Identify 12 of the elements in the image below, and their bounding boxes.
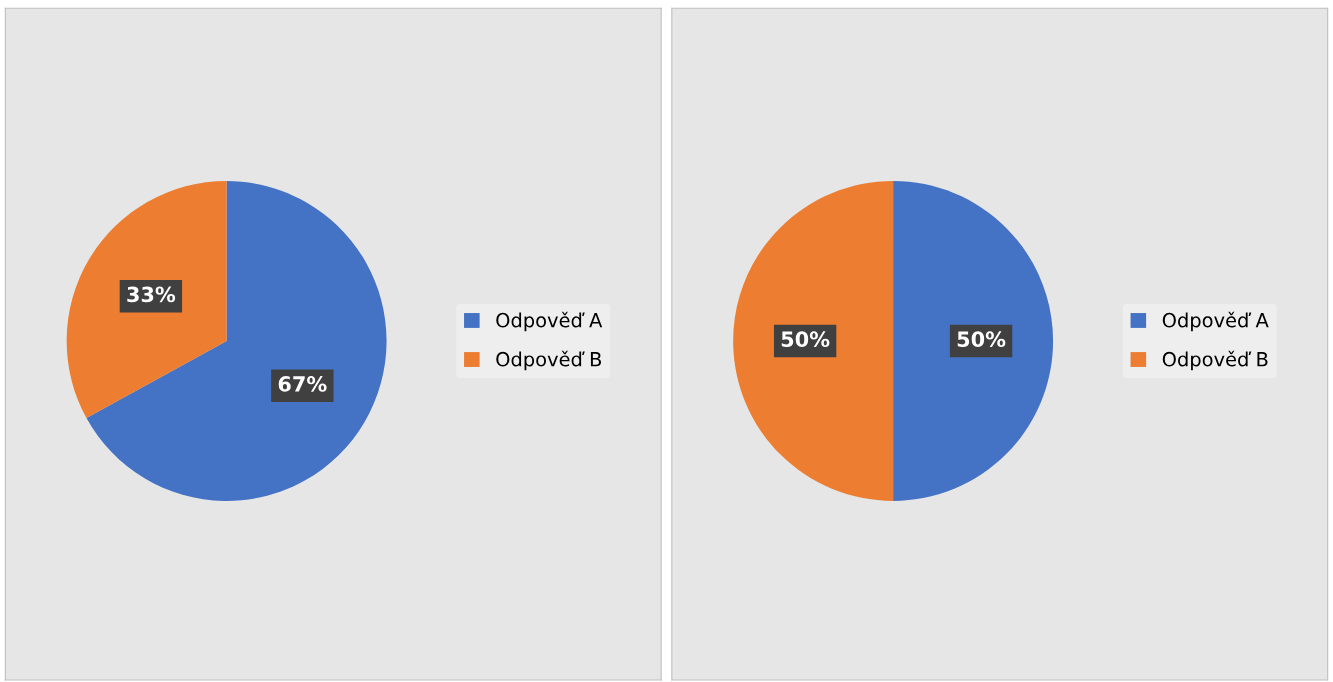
data-label: 33% xyxy=(127,286,176,303)
pie-slice xyxy=(893,181,1054,501)
legend-label: Odpověď A xyxy=(496,311,603,332)
data-label: 50% xyxy=(781,331,830,348)
pie-slice xyxy=(733,181,894,501)
pie-slice xyxy=(66,181,227,419)
legend-label: Odpověď B xyxy=(496,350,602,371)
legend-label: Odpověď A xyxy=(1162,311,1269,332)
legend-label: Odpověď B xyxy=(1162,350,1268,371)
data-label: 67% xyxy=(278,376,327,392)
pie-slice xyxy=(86,181,387,501)
data-label: 50% xyxy=(957,331,1006,348)
